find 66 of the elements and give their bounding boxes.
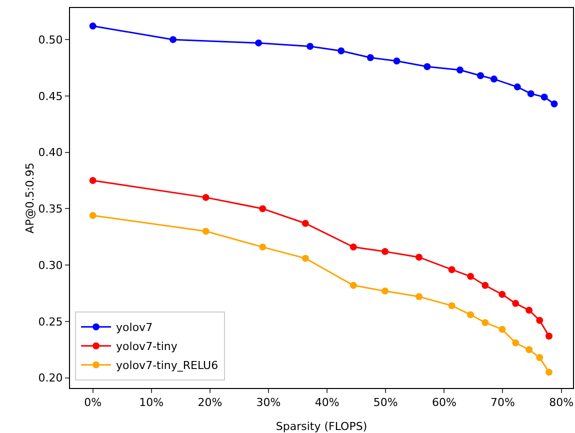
y-tick-label: 0.50: [38, 33, 63, 46]
y-tick-label: 0.40: [38, 146, 63, 160]
point: [540, 94, 548, 101]
point: [498, 290, 506, 298]
point: [366, 54, 374, 62]
x-tick-label: 40%: [314, 396, 340, 410]
point: [382, 288, 389, 295]
x-tick-label: 60%: [432, 396, 456, 410]
point: [467, 311, 474, 318]
point: [393, 58, 400, 64]
y-tick-label: 0.35: [38, 202, 63, 216]
y-axis-title: AP@0.5:0.95: [23, 162, 36, 234]
x-tick-label: 80%: [549, 396, 574, 410]
point: [89, 177, 96, 184]
point: [456, 66, 464, 74]
point: [350, 244, 357, 251]
point: [202, 228, 210, 235]
point: [338, 47, 345, 54]
point: [498, 326, 506, 333]
point: [467, 272, 474, 280]
point: [482, 319, 489, 326]
y-tick-label: 0.25: [38, 315, 63, 328]
point: [550, 100, 558, 108]
point: [545, 368, 552, 376]
point: [89, 22, 96, 30]
x-tick-label: 50%: [373, 396, 398, 410]
point: [536, 316, 544, 324]
point: [527, 90, 534, 98]
point: [89, 212, 96, 219]
point: [448, 266, 456, 274]
point: [302, 254, 309, 262]
y-tick-label: 0.20: [38, 372, 63, 385]
point: [536, 354, 544, 362]
point: [302, 220, 309, 227]
point: [424, 63, 431, 70]
point: [512, 300, 520, 307]
x-tick-label: 10%: [139, 396, 164, 410]
point: [490, 76, 498, 83]
point: [526, 346, 533, 354]
x-tick-label: 30%: [256, 396, 281, 410]
x-tick-label: 70%: [490, 396, 515, 410]
point: [476, 72, 484, 80]
point: [202, 194, 210, 201]
point: [259, 244, 266, 251]
point: [448, 302, 456, 310]
y-tick-label: 0.45: [38, 90, 63, 103]
legend-label: yolov7-tiny_RELU6: [116, 359, 218, 372]
point: [482, 282, 489, 289]
point: [512, 339, 520, 346]
x-tick-label: 20%: [198, 396, 222, 410]
y-tick-label: 0.30: [38, 258, 63, 272]
point: [416, 254, 422, 261]
point: [259, 205, 266, 212]
point: [526, 306, 533, 314]
point: [170, 36, 177, 44]
legend-label: yolov7-tiny: [116, 340, 178, 354]
point: [350, 282, 357, 289]
point: [416, 293, 422, 300]
point: [255, 39, 262, 46]
legend-label: yolov7: [116, 321, 153, 334]
point: [382, 248, 389, 256]
x-tick-label: 0%: [84, 396, 102, 410]
point: [306, 42, 314, 50]
point: [545, 332, 552, 340]
point: [514, 83, 521, 90]
x-axis-title: Sparsity (FLOPS): [276, 420, 368, 433]
